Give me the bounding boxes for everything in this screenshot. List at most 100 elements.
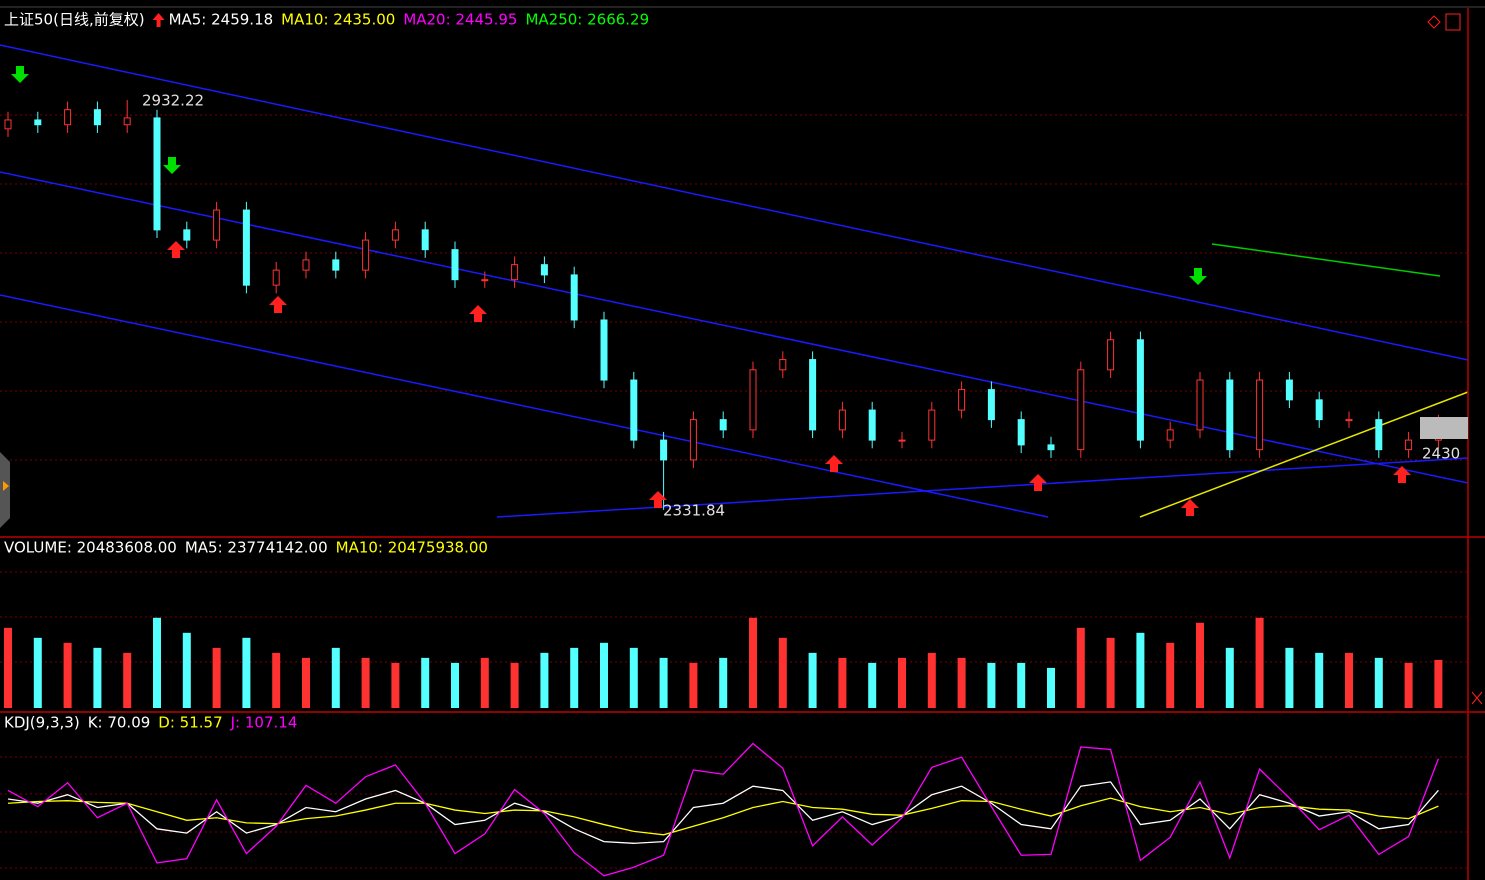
buy-arrow: [1181, 499, 1199, 516]
candle-body: [1136, 339, 1144, 441]
volume-bar: [93, 647, 102, 708]
volume-bar: [361, 657, 370, 708]
legend-entry: J: 107.14: [230, 714, 298, 732]
candle-body: [1315, 399, 1323, 421]
candle-body: [213, 209, 221, 241]
volume-bar: [1106, 637, 1115, 708]
candle-body: [123, 117, 131, 126]
volume-bar: [480, 657, 489, 708]
volume-bar: [1166, 642, 1175, 708]
volume-bar: [957, 657, 966, 708]
volume-bar: [600, 642, 608, 708]
candle-body: [1166, 429, 1174, 441]
candle-body: [928, 409, 936, 441]
kdj-line: [7, 742, 1440, 877]
volume-bar: [927, 652, 936, 708]
volume-bar: [272, 652, 281, 708]
volume-bar: [1047, 667, 1055, 708]
side-tab: [0, 452, 10, 528]
candle-body: [481, 279, 489, 282]
buy-arrow: [825, 455, 843, 472]
candle-body: [4, 119, 12, 130]
volume-bar: [1225, 647, 1234, 708]
top-icon[interactable]: [1427, 15, 1441, 29]
legend-entry: MA10: 20475938.00: [336, 539, 488, 557]
candle-body: [630, 379, 638, 441]
volume-bar: [1196, 622, 1204, 708]
panel-title: 上证50(日线,前复权): [4, 11, 145, 29]
channel-line: [0, 294, 1049, 518]
candle-body: [511, 264, 519, 281]
side-tab-arrow: [3, 481, 9, 491]
candle-body: [64, 109, 72, 126]
sell-arrow: [11, 66, 29, 83]
volume-bar: [1285, 647, 1294, 708]
current-price: 2430: [1422, 445, 1460, 463]
volume-bar: [302, 657, 310, 708]
candle-body: [600, 319, 608, 381]
candle-body: [749, 369, 757, 431]
close-icon[interactable]: [1471, 691, 1483, 705]
candle-body: [362, 239, 370, 271]
volume-bar: [898, 657, 906, 708]
ma250-line: [1211, 243, 1441, 277]
volume-bar: [778, 637, 787, 708]
candle-body: [898, 439, 906, 442]
volume-bar: [1404, 662, 1413, 708]
candle-body: [719, 419, 727, 431]
high-annotation: 2932.22: [142, 92, 204, 110]
volume-bar: [868, 662, 877, 708]
plot: [4, 100, 1443, 877]
candle-body: [809, 359, 817, 431]
candle-body: [540, 264, 548, 276]
volume-bar: [808, 652, 817, 708]
legend-entry: MA5: 2459.18: [169, 11, 274, 29]
volume-bar: [629, 647, 638, 708]
candle-body: [660, 439, 668, 461]
panel-title: KDJ(9,3,3): [4, 714, 80, 732]
volume-bar: [1017, 662, 1026, 708]
support-line: [1139, 391, 1469, 518]
candle-body: [1345, 419, 1353, 422]
volume-bar: [331, 647, 340, 708]
top-icon[interactable]: [1445, 13, 1461, 31]
candle-body: [1226, 379, 1234, 451]
candle-body: [1256, 379, 1264, 451]
candle-body: [838, 409, 846, 431]
candle-body: [1375, 419, 1383, 451]
volume-bar: [689, 662, 698, 708]
candle-body: [1405, 439, 1413, 451]
volume-bar: [1434, 659, 1443, 708]
volume-bar: [153, 617, 161, 708]
legend-entry: MA10: 2435.00: [281, 11, 395, 29]
candle-body: [1285, 379, 1293, 401]
candle-body: [689, 419, 697, 461]
candle-body: [1017, 419, 1025, 446]
volume-bar: [63, 642, 72, 708]
price-tag: [1420, 417, 1468, 439]
buy-arrow: [269, 296, 287, 313]
candle-body: [958, 389, 966, 411]
buy-arrow: [1393, 466, 1411, 483]
candle-body: [421, 229, 429, 251]
volume-bar: [749, 617, 757, 708]
volume-bar: [391, 662, 400, 708]
volume-bar: [1345, 652, 1353, 708]
candle-body: [1107, 339, 1115, 371]
candle-body: [391, 229, 399, 241]
sell-arrow: [163, 157, 181, 174]
volume-bar: [838, 657, 847, 708]
candle-body: [153, 117, 161, 231]
low-annotation: 2331.84: [663, 502, 725, 520]
candle-body: [272, 269, 280, 286]
candle-body: [451, 249, 459, 281]
volume-bar: [1136, 632, 1145, 708]
volume-bar: [182, 632, 191, 708]
legend-entry: K: 70.09: [88, 714, 151, 732]
volume-bar: [421, 657, 430, 708]
legend-entry: MA5: 23774142.00: [185, 539, 328, 557]
volume-bar: [719, 657, 728, 708]
